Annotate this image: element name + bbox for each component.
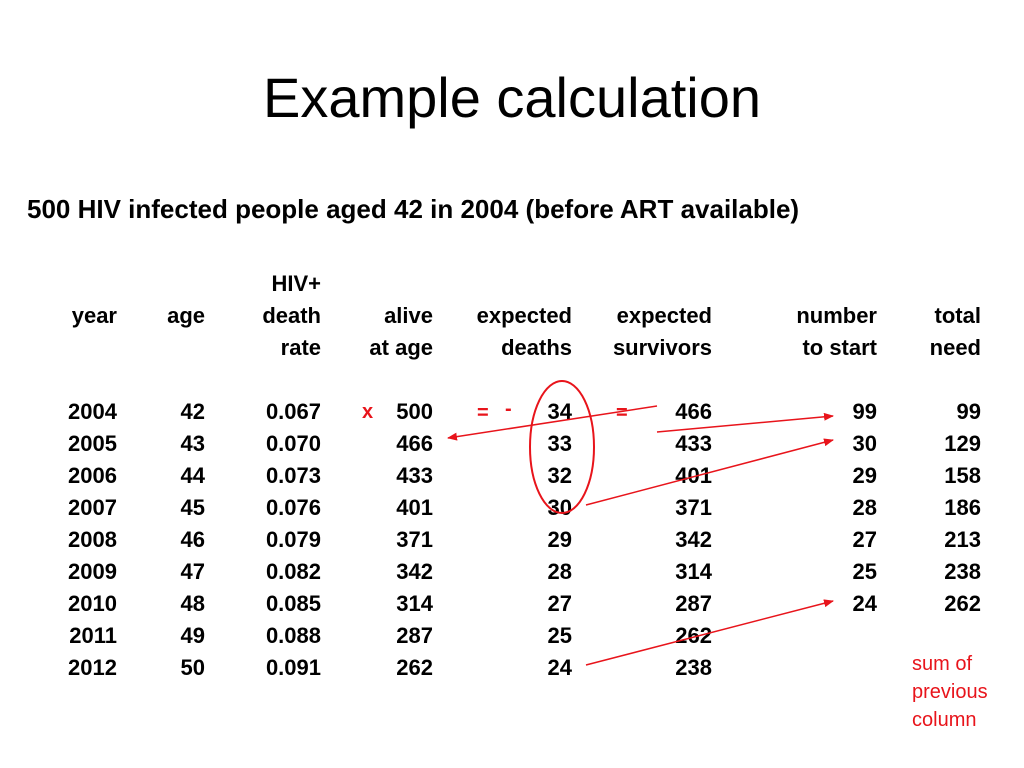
cell-death-rate: 0.088 <box>265 623 321 648</box>
cell-death-rate: 0.082 <box>265 559 321 584</box>
cell-expected-deaths: 34 <box>547 399 572 424</box>
cell-total-need: 238 <box>944 559 981 584</box>
annotation-note: sum of previous column <box>912 650 988 734</box>
cell-death-rate: 0.070 <box>265 431 321 456</box>
cell-age: 46 <box>180 527 205 552</box>
cell-number-to-start: 27 <box>852 527 877 552</box>
cell-expected-survivors: 401 <box>675 463 712 488</box>
cell-number-to-start: 24 <box>852 591 877 616</box>
cell-age: 45 <box>180 495 205 520</box>
header-number-to-start-line-3: to start <box>802 335 877 360</box>
header-number-to-start-line-2: number <box>796 303 877 328</box>
cell-expected-deaths: 32 <box>547 463 572 488</box>
cell-alive: 466 <box>396 431 433 456</box>
cell-expected-survivors: 262 <box>675 623 712 648</box>
cell-total-need: 186 <box>944 495 981 520</box>
minus-sign: - <box>505 398 512 420</box>
cell-alive: 401 <box>396 495 433 520</box>
cell-number-to-start: 25 <box>852 559 877 584</box>
annotation-line-2: previous <box>912 681 988 703</box>
cell-total-need: 158 <box>944 463 981 488</box>
cell-year: 2012 <box>68 655 117 680</box>
cell-year: 2008 <box>68 527 117 552</box>
cell-total-need: 213 <box>944 527 981 552</box>
header-expected-deaths-line-2: expected <box>476 303 572 328</box>
cell-year: 2006 <box>68 463 117 488</box>
cell-alive: 342 <box>396 559 433 584</box>
cell-alive: 262 <box>396 655 433 680</box>
header-total-need-line-3: need <box>929 335 981 360</box>
cell-expected-survivors: 466 <box>675 399 712 424</box>
header-expected-survivors-line-2: expected <box>616 303 712 328</box>
cell-year: 2005 <box>68 431 117 456</box>
cell-number-to-start: 99 <box>852 399 877 424</box>
header-alive-line-2: alive <box>384 303 433 328</box>
annotation-line-1: sum of <box>912 653 973 675</box>
cell-expected-survivors: 314 <box>675 559 712 584</box>
cell-expected-deaths: 28 <box>547 559 572 584</box>
cell-age: 42 <box>180 399 205 424</box>
header-death-rate-line-2: death <box>262 303 321 328</box>
cell-year: 2011 <box>69 623 117 648</box>
cell-alive: 433 <box>396 463 433 488</box>
cell-alive: 371 <box>396 527 433 552</box>
cell-death-rate: 0.091 <box>265 655 321 680</box>
cell-year: 2010 <box>68 591 117 616</box>
cell-expected-deaths: 24 <box>547 655 572 680</box>
cell-death-rate: 0.073 <box>265 463 321 488</box>
cell-number-to-start: 29 <box>852 463 877 488</box>
cell-age: 44 <box>180 463 205 488</box>
header-age-line-2: age <box>167 303 205 328</box>
cell-number-to-start: 28 <box>852 495 877 520</box>
header-total-need-line-2: total <box>934 303 981 328</box>
header-expected-deaths-line-3: deaths <box>501 335 572 360</box>
cell-expected-survivors: 238 <box>675 655 712 680</box>
cell-alive: 500 <box>396 399 433 424</box>
cell-expected-deaths: 29 <box>547 527 572 552</box>
cell-year: 2009 <box>68 559 117 584</box>
cell-expected-survivors: 342 <box>675 527 712 552</box>
multiply-sign: x <box>362 401 374 423</box>
cell-death-rate: 0.067 <box>265 399 321 424</box>
equals-sign-deaths: = <box>477 402 489 424</box>
cell-total-need: 262 <box>944 591 981 616</box>
cell-expected-deaths: 25 <box>547 623 572 648</box>
cell-age: 47 <box>180 559 205 584</box>
equals-sign-survivors: = <box>616 402 628 424</box>
cell-alive: 287 <box>396 623 433 648</box>
cell-alive: 314 <box>396 591 433 616</box>
cell-expected-survivors: 433 <box>675 431 712 456</box>
cell-age: 48 <box>180 591 205 616</box>
header-year-line-2: year <box>71 303 117 328</box>
slide-subtitle: 500 HIV infected people aged 42 in 2004 … <box>27 194 800 224</box>
cell-expected-survivors: 287 <box>675 591 712 616</box>
cell-expected-deaths: 33 <box>547 431 572 456</box>
cell-age: 50 <box>180 655 205 680</box>
slide-title: Example calculation <box>262 66 762 129</box>
cell-year: 2004 <box>68 399 117 424</box>
header-death-rate-line-3: rate <box>280 335 321 360</box>
cell-total-need: 129 <box>944 431 981 456</box>
cell-expected-survivors: 371 <box>675 495 712 520</box>
cell-expected-deaths: 27 <box>547 591 572 616</box>
cell-age: 49 <box>180 623 205 648</box>
cell-death-rate: 0.079 <box>265 527 321 552</box>
cell-number-to-start: 30 <box>852 431 877 456</box>
cell-expected-deaths: 30 <box>547 495 572 520</box>
header-death-rate-line-1: HIV+ <box>271 271 321 296</box>
cell-year: 2007 <box>68 495 117 520</box>
header-expected-survivors-line-3: survivors <box>612 335 712 360</box>
annotation-line-3: column <box>912 709 977 731</box>
cell-death-rate: 0.085 <box>265 591 321 616</box>
cell-death-rate: 0.076 <box>265 495 321 520</box>
cell-age: 43 <box>180 431 205 456</box>
cell-total-need: 99 <box>956 399 981 424</box>
header-alive-line-3: at age <box>369 335 433 360</box>
